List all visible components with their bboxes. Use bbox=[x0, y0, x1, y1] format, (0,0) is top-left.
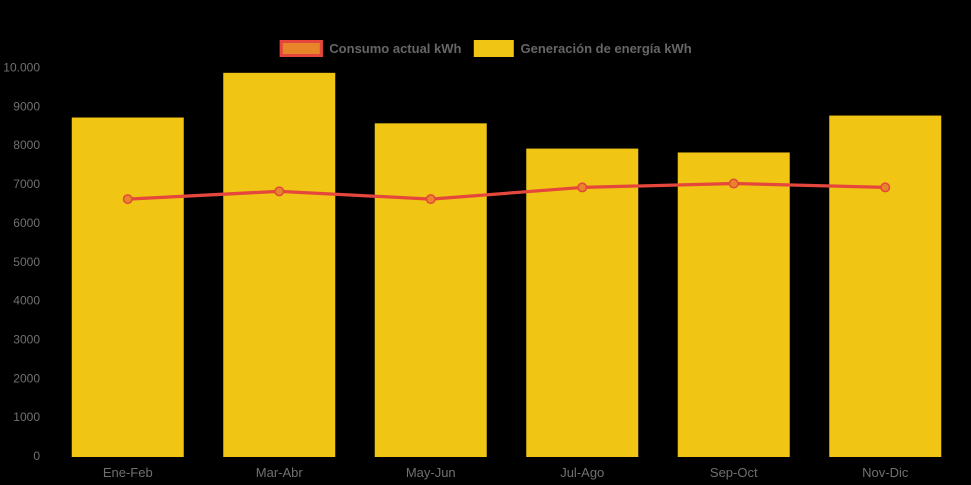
y-axis-tick-label: 6000 bbox=[13, 216, 40, 230]
line-point[interactable] bbox=[728, 178, 739, 189]
line-series-swatch-icon bbox=[279, 40, 323, 57]
y-axis-tick-label: 7000 bbox=[13, 177, 40, 191]
x-axis-category-label: May-Jun bbox=[406, 465, 456, 480]
legend-item-consumo[interactable]: Consumo actual kWh bbox=[279, 40, 461, 57]
y-axis-tick-label: 9000 bbox=[13, 99, 40, 113]
y-axis-tick-label: 1000 bbox=[13, 410, 40, 424]
x-axis-category-label: Sep-Oct bbox=[710, 465, 758, 480]
x-axis-category-label: Mar-Abr bbox=[256, 465, 304, 480]
x-axis-category-label: Jul-Ago bbox=[560, 465, 604, 480]
y-axis-tick-label: 10.000 bbox=[3, 61, 40, 75]
y-axis-tick-label: 3000 bbox=[13, 332, 40, 346]
bar[interactable] bbox=[677, 152, 790, 457]
line-point[interactable] bbox=[880, 182, 891, 193]
legend-item-label: Consumo actual kWh bbox=[329, 41, 462, 56]
bar-series-swatch-icon bbox=[473, 40, 514, 57]
y-axis-tick-label: 0 bbox=[33, 449, 40, 463]
bar[interactable] bbox=[71, 117, 184, 457]
line-point[interactable] bbox=[425, 194, 436, 205]
legend-item-label: Generación de energía kWh bbox=[520, 41, 692, 56]
x-axis-category-label: Nov-Dic bbox=[862, 465, 909, 480]
x-axis-category-label: Ene-Feb bbox=[103, 465, 153, 480]
bar[interactable] bbox=[829, 115, 942, 457]
chart-legend: Consumo actual kWh Generación de energía … bbox=[279, 40, 692, 57]
consumption-line bbox=[126, 181, 887, 201]
bar[interactable] bbox=[374, 123, 487, 458]
y-axis-labels: 0 1000 2000 3000 4000 5000 6000 7000 8000 9000 10.… bbox=[3, 61, 40, 464]
bar[interactable] bbox=[223, 72, 336, 457]
consumption-line-series bbox=[122, 178, 891, 205]
legend-item-generacion[interactable]: Generación de energía kWh bbox=[473, 40, 692, 57]
line-point[interactable] bbox=[274, 186, 285, 197]
y-axis-tick-label: 4000 bbox=[13, 294, 40, 308]
x-axis-labels: Ene-Feb Mar-Abr May-Jun Jul-Ago Sep-Oct Nov-D… bbox=[103, 465, 909, 480]
y-axis-tick-label: 8000 bbox=[13, 138, 40, 152]
y-axis-tick-label: 2000 bbox=[13, 371, 40, 385]
bar[interactable] bbox=[526, 148, 639, 457]
line-point[interactable] bbox=[577, 182, 588, 193]
generation-bars-series bbox=[71, 72, 942, 458]
line-point[interactable] bbox=[122, 194, 133, 205]
y-axis-tick-label: 5000 bbox=[13, 255, 40, 269]
